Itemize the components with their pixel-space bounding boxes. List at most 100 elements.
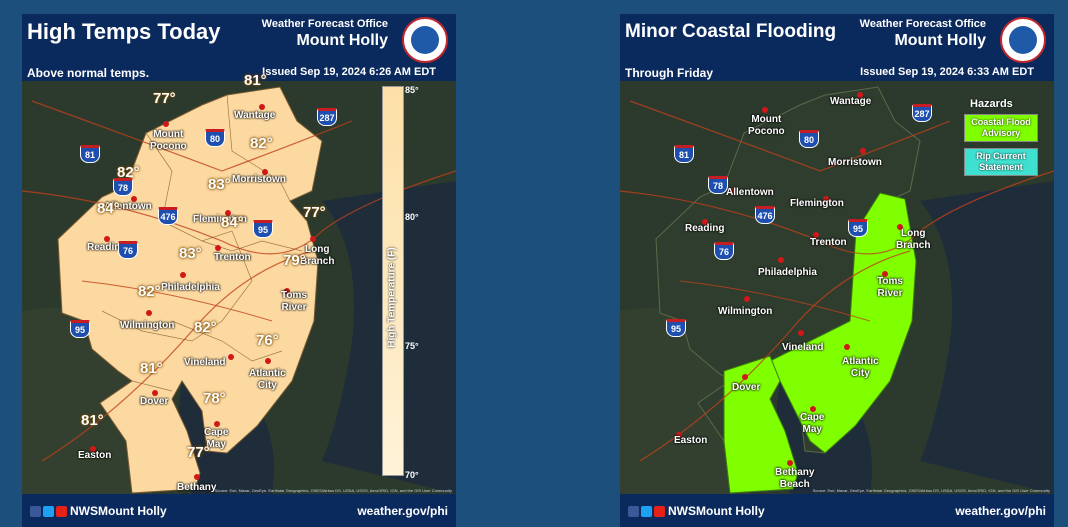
office-line2: Mount Holly [296, 32, 388, 49]
temp-morristown: 82° [250, 135, 273, 152]
map-attribution: Source: Esri, Maxar, GeoEye, Earthstar G… [214, 488, 452, 493]
temp-vineland: 82° [194, 319, 217, 336]
nws-logo-icon [1000, 17, 1046, 63]
city-label-long-branch: Long Branch [896, 228, 931, 251]
city-label-dover: Dover [732, 382, 761, 393]
temp-allentown: 82° [117, 164, 140, 181]
temp-atlantic-city: 76° [256, 332, 279, 349]
office-line1: Weather Forecast Office [859, 18, 986, 30]
city-label-morristown: Morristown [232, 174, 286, 185]
hazards-legend-title: Hazards [970, 98, 1013, 110]
city-dot [225, 210, 231, 216]
panel-header: Minor Coastal Flooding Weather Forecast … [620, 14, 1054, 64]
city-label-morristown: Morristown [828, 157, 882, 168]
city-label-vineland: Vineland [184, 357, 226, 368]
city-label-wantage: Wantage [830, 96, 872, 107]
interstate-shield-icon: 287 [317, 108, 337, 126]
city-dot [215, 245, 221, 251]
interstate-shield-icon: 78 [113, 178, 133, 196]
city-dot [729, 188, 735, 194]
city-dot [262, 169, 268, 175]
city-dot [180, 272, 186, 278]
office-line1: Weather Forecast Office [261, 18, 388, 30]
city-label-trenton: Trenton [214, 252, 251, 263]
city-dot [744, 296, 750, 302]
city-label-reading: Reading [87, 242, 127, 253]
city-dot [787, 460, 793, 466]
interstate-shield-icon: 476 [158, 207, 178, 225]
city-dot [310, 236, 316, 242]
city-dot [798, 330, 804, 336]
colorbar-tick: 80° [405, 212, 419, 222]
temp-bethany-beach: 77° [187, 444, 210, 461]
city-label-cape-may: Cape May [800, 412, 825, 435]
temp-long-branch: 77° [303, 204, 326, 221]
city-dot [823, 196, 829, 202]
interstate-shield-icon: 287 [912, 104, 932, 122]
coastal-flooding-panel: Minor Coastal Flooding Weather Forecast … [620, 14, 1054, 527]
temp-trenton: 84° [221, 214, 244, 231]
city-label-mount-pocono: Mount Pocono [150, 129, 187, 152]
city-label-toms-river: Toms River [877, 276, 903, 299]
social-handle[interactable]: NWSMount Holly [70, 504, 167, 518]
city-dot [131, 196, 137, 202]
facebook-icon[interactable] [30, 506, 41, 517]
interstate-shield-icon: 95 [666, 319, 686, 337]
city-label-long-branch: Long Branch [300, 244, 335, 267]
city-dot [676, 432, 682, 438]
city-label-atlantic-city: Atlantic City [842, 356, 879, 379]
colorbar-tick: 70° [405, 470, 419, 480]
city-dot [778, 257, 784, 263]
social-handle[interactable]: NWSMount Holly [668, 504, 765, 518]
city-dot [284, 288, 290, 294]
interstate-shield-icon: 78 [708, 176, 728, 194]
city-dot [104, 236, 110, 242]
coastal-flood-map [620, 81, 1054, 494]
city-dot [857, 92, 863, 98]
city-dot [90, 446, 96, 452]
high-temps-panel: High Temps Today Weather Forecast Office… [22, 14, 456, 527]
city-label-vineland: Vineland [782, 342, 824, 353]
panel-subtitle: Above normal temps. [27, 66, 150, 80]
website-link[interactable]: weather.gov/phi [357, 504, 448, 518]
city-label-dover: Dover [140, 396, 169, 407]
interstate-shield-icon: 76 [118, 241, 138, 259]
youtube-icon[interactable] [56, 506, 67, 517]
city-dot [813, 232, 819, 238]
temperature-colorbar [382, 86, 404, 476]
legend-rip-current-statement: Rip Current Statement [964, 148, 1038, 176]
city-label-mount-pocono: Mount Pocono [748, 114, 785, 137]
interstate-shield-icon: 76 [714, 242, 734, 260]
facebook-icon[interactable] [628, 506, 639, 517]
panel-footer: NWSMount Holly weather.gov/phi [620, 494, 1054, 527]
city-label-philadelphia: Philadelphia [161, 282, 220, 293]
city-label-allentown: Allentown [726, 187, 774, 198]
city-label-wilmington: Wilmington [120, 320, 175, 331]
city-label-easton: Easton [674, 435, 708, 446]
temp-wantage: 81° [244, 72, 267, 89]
temp-flemington: 83° [208, 176, 231, 193]
panel-title: High Temps Today [27, 19, 221, 44]
interstate-shield-icon: 95 [70, 320, 90, 338]
city-label-reading: Reading [685, 223, 725, 234]
office-line2: Mount Holly [894, 32, 986, 49]
interstate-shield-icon: 81 [674, 145, 694, 163]
city-dot [214, 421, 220, 427]
city-dot [163, 121, 169, 127]
city-dot [265, 358, 271, 364]
city-dot [259, 104, 265, 110]
city-dot [762, 107, 768, 113]
temp-wilmington: 82° [138, 283, 161, 300]
city-label-easton: Easton [78, 450, 112, 461]
city-dot [194, 474, 200, 480]
city-dot [152, 390, 158, 396]
temp-reading: 84° [97, 200, 120, 217]
temp-cape-may: 78° [203, 390, 226, 407]
twitter-icon[interactable] [43, 506, 54, 517]
city-dot [146, 310, 152, 316]
issued-time: Issued Sep 19, 2024 6:33 AM EDT [860, 66, 1034, 78]
issued-time: Issued Sep 19, 2024 6:26 AM EDT [262, 66, 436, 78]
website-link[interactable]: weather.gov/phi [955, 504, 1046, 518]
twitter-icon[interactable] [641, 506, 652, 517]
youtube-icon[interactable] [654, 506, 665, 517]
